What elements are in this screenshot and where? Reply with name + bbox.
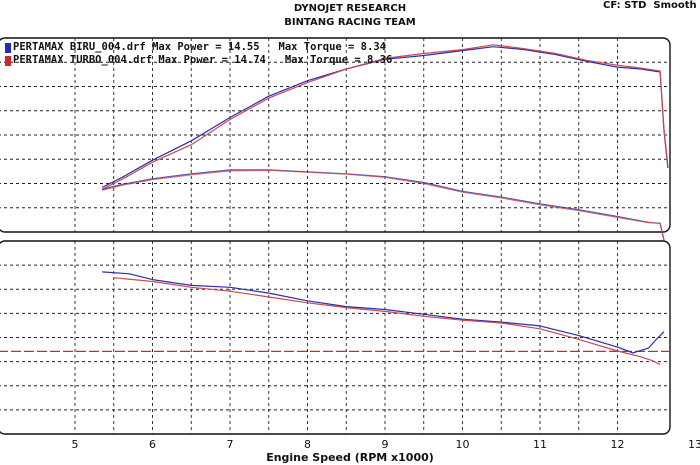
x-tick-label: 5 — [72, 438, 79, 451]
top-panel — [0, 37, 671, 241]
x-tick-label: 8 — [304, 438, 311, 451]
legend-swatch-biru — [5, 42, 11, 53]
bottom-panel — [0, 240, 671, 435]
x-axis-label: Engine Speed (RPM x1000) — [266, 451, 434, 464]
x-tick-label: 9 — [382, 438, 389, 451]
x-tick-label: 10 — [456, 438, 470, 451]
x-tick-label: 7 — [227, 438, 234, 451]
top-series-line-torque-turbo — [101, 169, 665, 241]
top-series-line-torque-biru — [101, 169, 665, 240]
x-tick-label: 13 — [688, 438, 700, 451]
x-axis-ticks: 5 6 7 8 9 10 11 12 13 — [72, 438, 700, 451]
legend-swatch-turbo — [5, 55, 11, 66]
bottom-series-line-turbo — [113, 277, 661, 366]
legend-entry-turbo: PERTAMAX TURBO_004.drf Max Power = 14.74… — [5, 54, 392, 67]
legend: PERTAMAX BIRU_004.drf Max Power = 14.55 … — [5, 41, 392, 67]
bottom-series-line-biru — [102, 271, 665, 354]
legend-text-turbo: PERTAMAX TURBO_004.drf Max Power = 14.74… — [13, 54, 393, 66]
correction-factor-label: CF: STD Smooth — [603, 0, 697, 11]
x-tick-label: 6 — [149, 438, 156, 451]
x-tick-label: 11 — [533, 438, 547, 451]
legend-entry-biru: PERTAMAX BIRU_004.drf Max Power = 14.55 … — [5, 41, 392, 54]
top-series-line-power-biru — [101, 46, 669, 188]
chart-subtitle: BINTANG RACING TEAM — [284, 17, 416, 28]
legend-text-biru: PERTAMAX BIRU_004.drf Max Power = 14.55 … — [13, 41, 386, 53]
chart-title: DYNOJET RESEARCH — [293, 3, 407, 14]
bottom-horizontal-gridlines — [0, 264, 670, 411]
x-tick-label: 12 — [611, 438, 625, 451]
top-series-line-power-turbo — [101, 44, 669, 190]
